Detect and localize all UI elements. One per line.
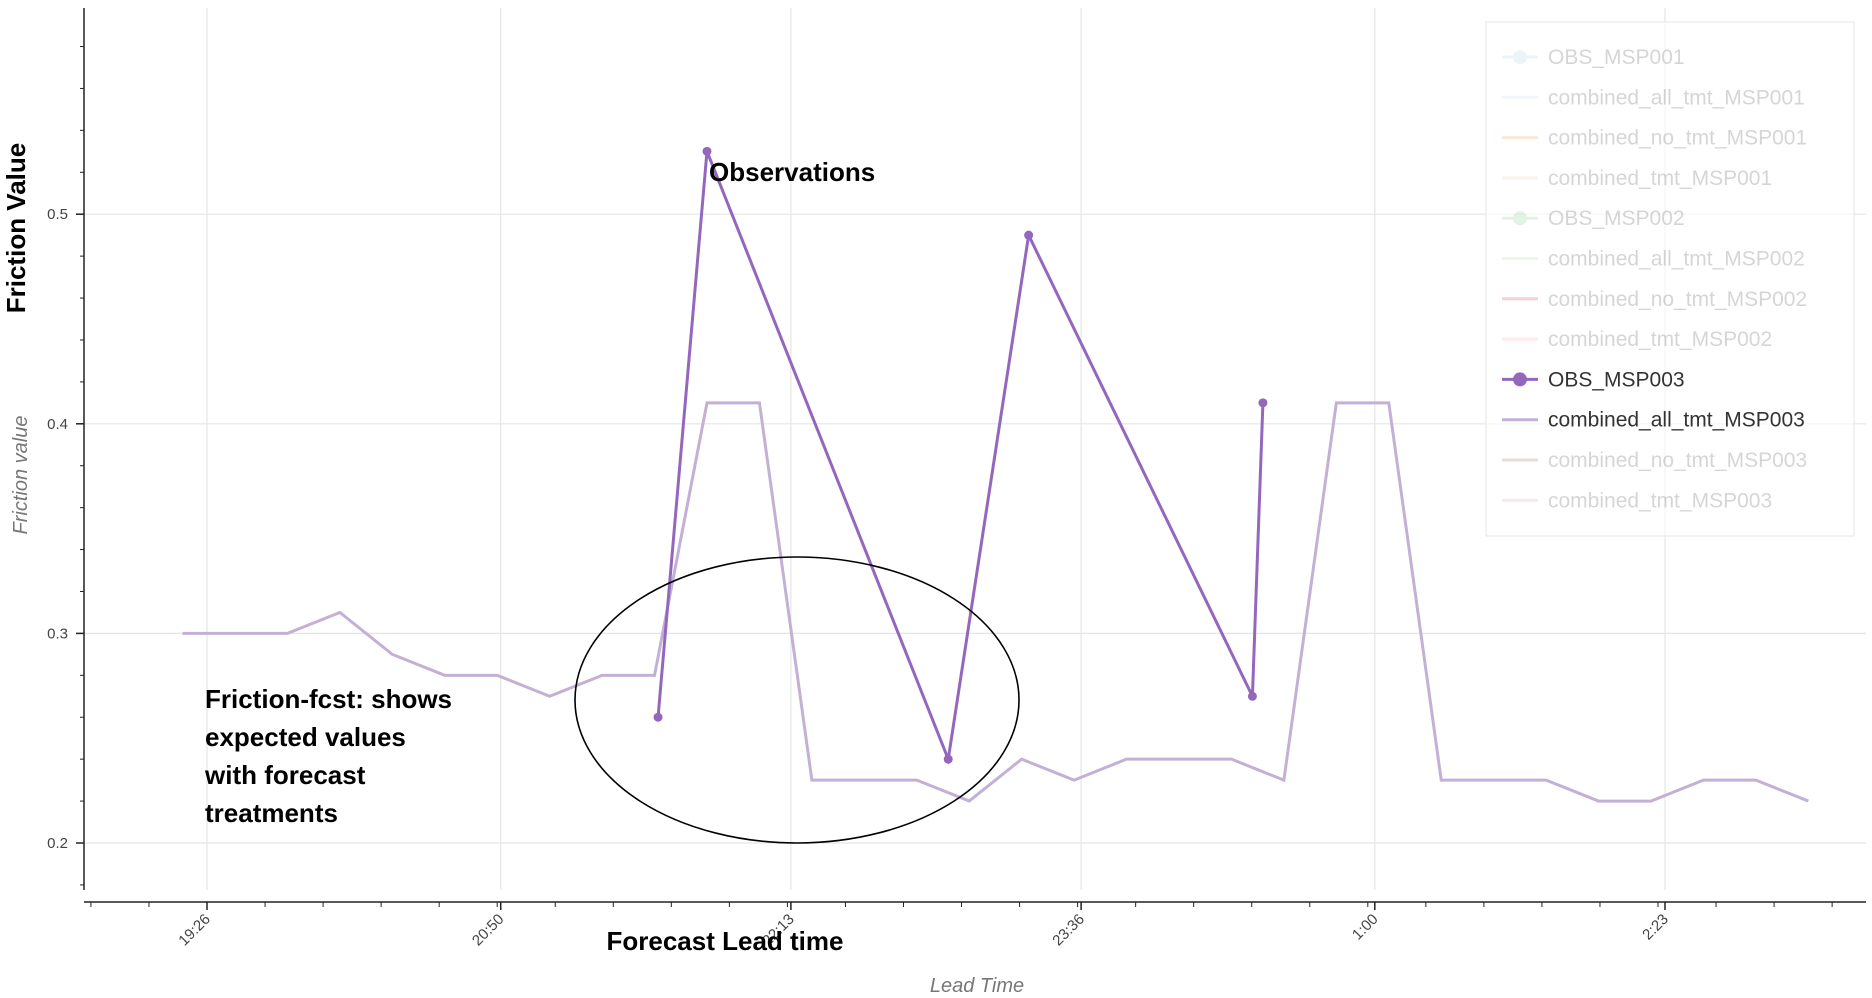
legend-marker [1513,50,1527,64]
legend-label: combined_tmt_MSP003 [1548,489,1772,512]
legend-label: combined_no_tmt_MSP002 [1548,288,1807,311]
legend-item[interactable]: OBS_MSP002 [1502,207,1685,230]
data-point [702,146,712,156]
legend-item[interactable]: combined_tmt_MSP003 [1502,489,1772,512]
legend-item[interactable]: combined_all_tmt_MSP003 [1502,409,1805,432]
legend-item[interactable]: combined_tmt_MSP001 [1502,167,1772,190]
x-axis-title: Lead Time [930,975,1024,997]
legend-box [1485,21,1855,537]
legend-item[interactable]: combined_tmt_MSP002 [1502,328,1772,351]
legend-item[interactable]: combined_all_tmt_MSP001 [1502,86,1805,109]
legend-label: combined_all_tmt_MSP002 [1548,248,1805,271]
legend-label: combined_no_tmt_MSP003 [1548,449,1807,472]
legend-label: combined_tmt_MSP001 [1548,167,1772,190]
data-point [943,754,953,764]
legend-item[interactable]: combined_all_tmt_MSP002 [1502,248,1805,271]
data-point [1258,398,1268,408]
highlight-ellipse [574,556,1020,844]
y-tick-label: 0.2 [47,835,68,852]
data-point [1024,230,1034,240]
legend-item[interactable]: OBS_MSP003 [1502,368,1685,391]
legend-label: combined_all_tmt_MSP001 [1548,86,1805,109]
forecast-annotation-line: treatments [205,798,338,828]
series-layer [182,146,1809,803]
legend-marker [1513,211,1527,226]
legend-item[interactable]: combined_no_tmt_MSP001 [1502,127,1807,150]
legend-label: combined_all_tmt_MSP003 [1548,409,1805,432]
observations-annotation: Observations [709,157,875,187]
y-tick-label: 0.3 [47,625,68,642]
x-tick-label: 1:00 [1349,911,1382,944]
series-line-combined_all_tmt_MSP003 [182,401,1809,803]
data-point [653,712,663,722]
legend[interactable]: OBS_MSP001 combined_all_tmt_MSP001combine… [1485,21,1855,537]
y-tick-label: 0.4 [47,416,68,433]
x-tick-label: 23:36 [1049,911,1088,950]
forecast-annotation-line: expected values [205,722,406,752]
x-tick-label: 19:26 [175,911,214,950]
data-point [1247,691,1257,701]
legend-label: combined_no_tmt_MSP001 [1548,127,1807,150]
x-tick-label: 20:50 [469,911,508,950]
forecast-annotation-line: Friction-fcst: shows [205,684,452,714]
grid-lines [84,8,1866,890]
legend-item[interactable]: OBS_MSP001 [1502,46,1685,69]
legend-label: OBS_MSP003 [1548,368,1685,391]
legend-marker [1513,372,1527,387]
series-line-OBS_MSP003 [656,150,1265,765]
forecast-annotation-line: with forecast [204,760,366,790]
y-axis-title: Friction value [10,416,32,535]
x-tick-label: 2:23 [1639,911,1672,944]
legend-item[interactable]: combined_no_tmt_MSP003 [1502,449,1807,472]
legend-label: OBS_MSP002 [1548,207,1685,230]
legend-label: combined_tmt_MSP002 [1548,328,1772,351]
y-axis-overlay-title: Friction Value [1,143,31,314]
legend-item[interactable]: combined_no_tmt_MSP002 [1502,288,1807,311]
y-tick-label: 0.5 [47,206,68,223]
forecast-annotation: Friction-fcst: shows expected values wit… [204,684,452,828]
x-axis-overlay-title: Forecast Lead time [607,926,844,956]
legend-label: OBS_MSP001 [1548,46,1685,69]
